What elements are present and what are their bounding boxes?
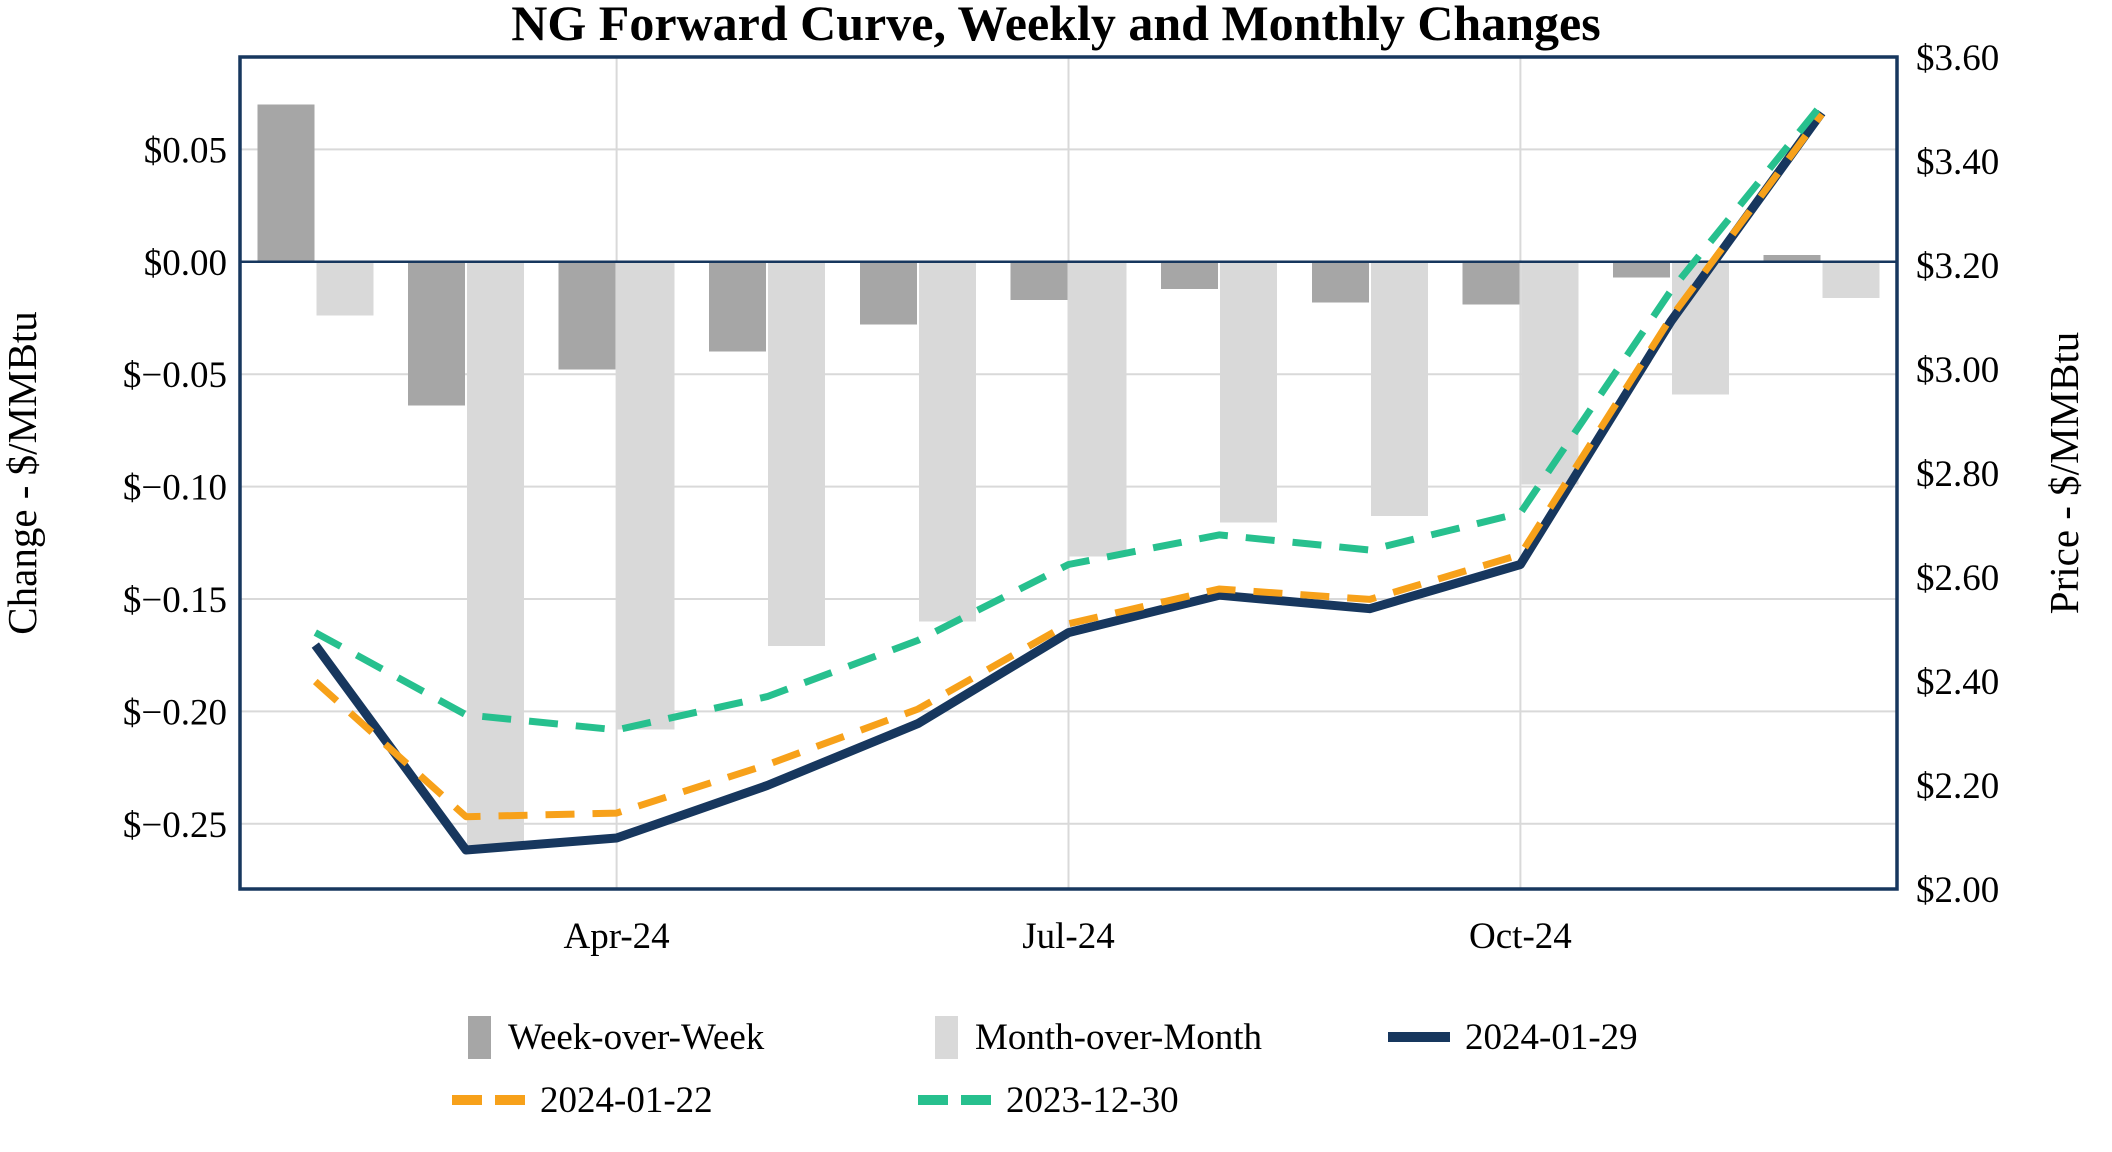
y-axis-left-tick-label: $−0.20: [123, 692, 227, 733]
legend-marker-week-over-week-bar-icon: [468, 1015, 491, 1059]
y-axis-right-tick-label: $2.80: [1916, 454, 1999, 495]
series-line-2024-01-22: [312, 112, 1825, 821]
series-line-2023-12-30: [313, 102, 1825, 734]
legend-label: Month-over-Month: [975, 1016, 1263, 1058]
y-axis-right-tick-label: $2.60: [1916, 558, 1999, 599]
y-axis-left-tick-label: $0.00: [144, 243, 227, 284]
month-over-month-bar: [1822, 261, 1880, 298]
legend-item-week-over-week: Week-over-Week: [468, 1010, 764, 1064]
y-axis-right-tick-label: $3.60: [1916, 38, 1999, 79]
week-over-week-bar: [1763, 255, 1821, 262]
week-over-week-bar: [1613, 261, 1671, 278]
month-over-month-bar: [316, 261, 374, 316]
month-over-month-bar: [1069, 261, 1127, 557]
legend-item-2024-01-29: 2024-01-29: [1388, 1010, 1638, 1064]
y-axis-left-title: Change - $/MMBtu: [0, 311, 45, 634]
week-over-week-bar: [257, 104, 315, 262]
x-axis-tick-label: Jul-24: [1022, 916, 1115, 957]
y-axis-left-tick-label: $−0.25: [123, 805, 227, 846]
y-axis-left-tick-label: $−0.15: [123, 580, 227, 621]
legend-item-month-over-month: Month-over-Month: [935, 1010, 1262, 1064]
y-axis-right-tick-label: $2.40: [1916, 662, 1999, 703]
week-over-week-bar: [859, 261, 917, 325]
legend-label: 2024-01-22: [540, 1079, 713, 1121]
legend-label: Week-over-Week: [508, 1016, 765, 1058]
month-over-month-bar: [617, 261, 675, 730]
y-axis-right-title: Price - $/MMBtu: [2041, 332, 2087, 614]
series-line-2024-01-29: [311, 109, 1826, 855]
month-over-month-bar: [1220, 261, 1278, 523]
month-over-month-bar: [466, 261, 524, 847]
week-over-week-bar: [1161, 261, 1219, 289]
week-over-week-bar: [1311, 261, 1369, 303]
week-over-week-bar: [709, 261, 767, 352]
legend-marker-2023-12-30-dash-icon: [918, 1095, 991, 1105]
week-over-week-bar: [558, 261, 616, 370]
x-axis-tick-label: Apr-24: [564, 916, 670, 957]
y-axis-left-tick-label: $−0.10: [123, 468, 227, 509]
month-over-month-bar: [918, 261, 976, 622]
legend-marker-2024-01-29-line-icon: [1388, 1032, 1450, 1042]
legend-marker-month-over-month-bar-icon: [935, 1015, 958, 1059]
week-over-week-bar: [1010, 261, 1068, 301]
y-axis-right-tick-label: $2.00: [1916, 870, 1999, 911]
y-axis-right-tick-label: $2.20: [1916, 766, 1999, 807]
month-over-month-bar: [768, 261, 826, 647]
y-axis-right-tick-label: $3.00: [1916, 350, 1999, 391]
x-axis-tick-label: Oct-24: [1469, 916, 1572, 957]
week-over-week-bar: [1462, 261, 1520, 305]
plot-border: [238, 55, 1899, 891]
legend-marker-2024-01-22-dash-icon: [452, 1095, 525, 1105]
chart-title: NG Forward Curve, Weekly and Monthly Cha…: [511, 0, 1601, 51]
y-axis-right-tick-label: $3.20: [1916, 246, 1999, 287]
y-axis-left-tick-label: $−0.05: [123, 355, 227, 396]
legend-label: 2023-12-30: [1006, 1079, 1179, 1121]
legend-label: 2024-01-29: [1465, 1016, 1638, 1058]
month-over-month-bar: [1370, 261, 1428, 516]
week-over-week-bar: [407, 261, 465, 406]
legend-item-2023-12-30: 2023-12-30: [918, 1073, 1179, 1127]
y-axis-left-tick-label: $0.05: [144, 130, 227, 171]
y-axis-right-tick-label: $3.40: [1916, 142, 1999, 183]
month-over-month-bar: [1521, 261, 1579, 485]
legend-item-2024-01-22: 2024-01-22: [452, 1073, 713, 1127]
